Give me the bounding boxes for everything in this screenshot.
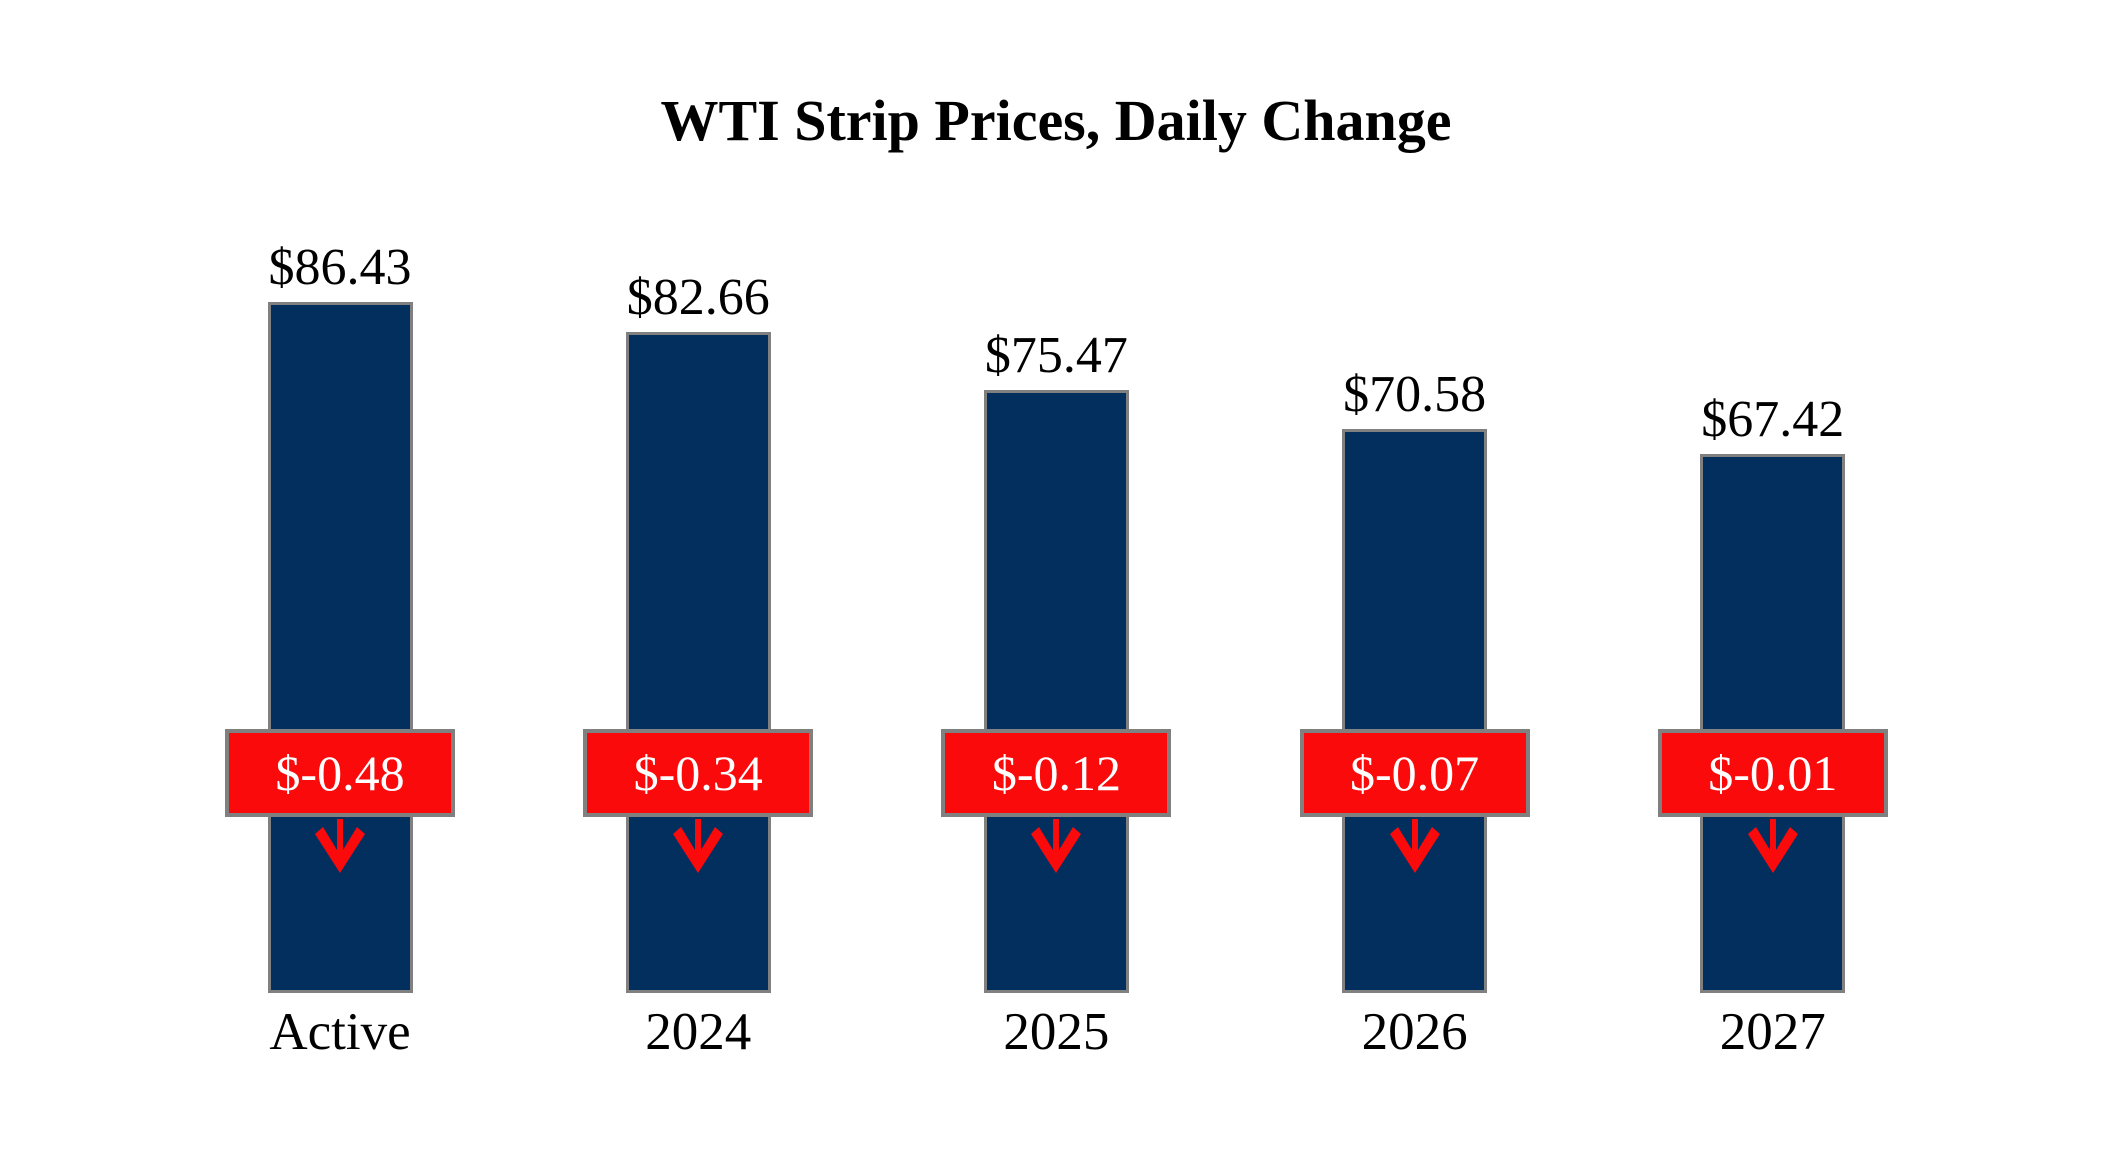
daily-change-box: $-0.12: [941, 729, 1172, 817]
bar: [1342, 429, 1488, 993]
daily-change-value: $-0.48: [275, 745, 405, 801]
daily-change-box: $-0.48: [225, 729, 455, 817]
daily-change-value: $-0.01: [1708, 745, 1838, 801]
bar-value-label: $70.58: [1343, 366, 1487, 423]
category-label: 2025: [1003, 1003, 1110, 1061]
category-label: 2024: [645, 1003, 752, 1061]
daily-change-box: $-0.34: [583, 729, 814, 817]
category-label: 2027: [1719, 1003, 1826, 1061]
bar-value-label: $82.66: [626, 269, 770, 326]
bar-value-label: $67.42: [1701, 391, 1845, 448]
chart-title: WTI Strip Prices, Daily Change: [660, 88, 1452, 153]
bar: [983, 390, 1129, 993]
bar: [625, 332, 771, 993]
down-arrow-icon: [1747, 819, 1798, 873]
daily-change-value: $-0.12: [991, 745, 1121, 801]
category-label: 2026: [1361, 1003, 1468, 1061]
down-arrow-icon: [1031, 819, 1082, 873]
daily-change-box: $-0.01: [1657, 729, 1888, 817]
down-arrow-icon: [315, 819, 365, 873]
bar-value-label: $75.47: [984, 327, 1128, 384]
bar: [1700, 454, 1846, 993]
down-arrow-icon: [1389, 819, 1440, 873]
down-arrow-icon: [673, 819, 724, 873]
daily-change-value: $-0.07: [1350, 745, 1480, 801]
daily-change-box: $-0.07: [1299, 729, 1530, 817]
bar-value-label: $86.43: [268, 239, 412, 296]
bar: [267, 302, 413, 993]
category-label: Active: [269, 1003, 411, 1061]
daily-change-value: $-0.34: [633, 745, 763, 801]
